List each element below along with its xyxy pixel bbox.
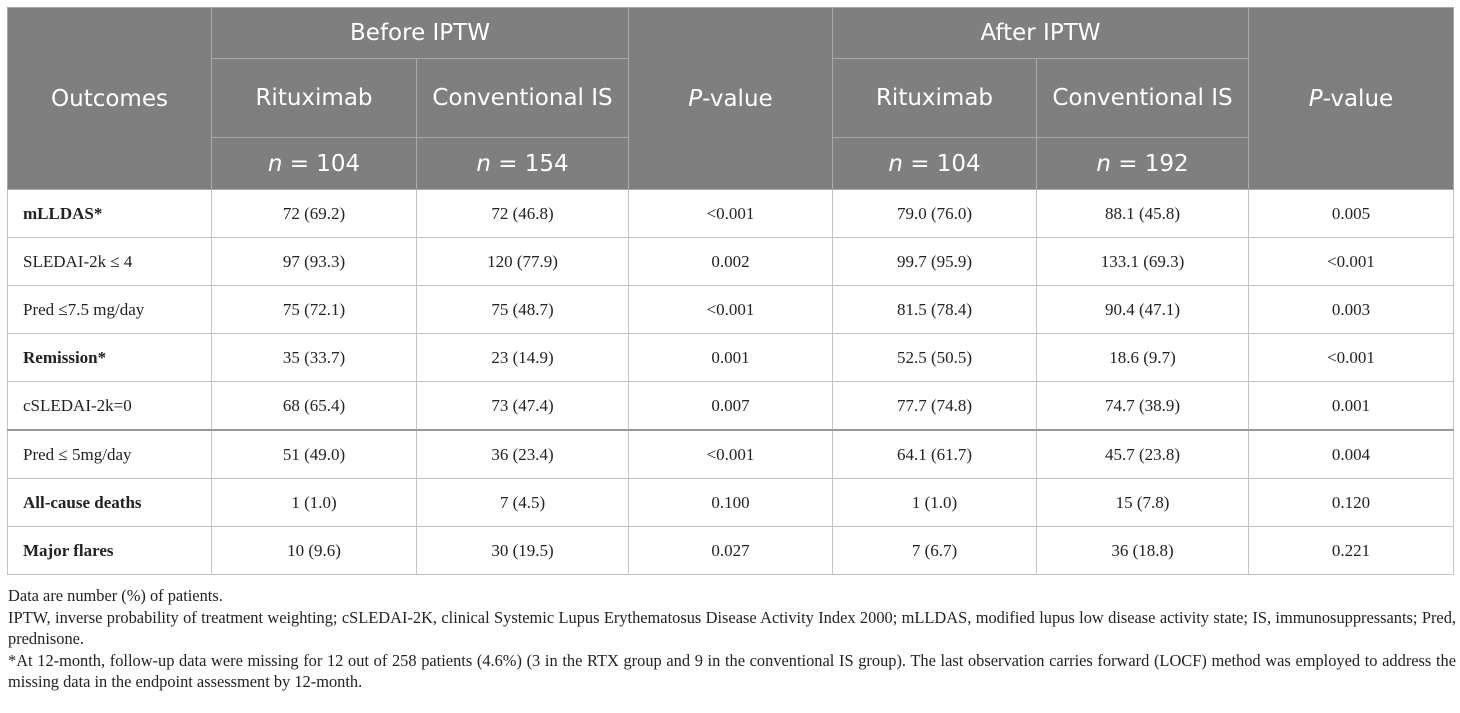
- p-italic: P: [688, 85, 703, 112]
- after-rtx-cell: 64.1 (61.7): [832, 429, 1037, 479]
- before-conv-cell: 23 (14.9): [416, 333, 629, 382]
- after-rtx-cell: 1 (1.0): [832, 478, 1037, 527]
- before-conv-cell: 7 (4.5): [416, 478, 629, 527]
- after-conv-cell: 74.7 (38.9): [1036, 381, 1249, 431]
- header-after-iptw: After IPTW: [832, 7, 1249, 59]
- header-n-conv-after: n = 192: [1036, 137, 1249, 190]
- row-label: Pred ≤7.5 mg/day: [7, 285, 212, 334]
- after-p-cell: 0.120: [1248, 478, 1454, 527]
- before-conv-cell: 72 (46.8): [416, 189, 629, 238]
- after-conv-cell: 133.1 (69.3): [1036, 237, 1249, 286]
- before-rtx-cell: 35 (33.7): [211, 333, 417, 382]
- before-conv-cell: 36 (23.4): [416, 429, 629, 479]
- after-p-cell: 0.005: [1248, 189, 1454, 238]
- table-row: Pred ≤ 5mg/day 51 (49.0) 36 (23.4) <0.00…: [7, 429, 1454, 479]
- before-rtx-cell: 72 (69.2): [211, 189, 417, 238]
- row-label: Remission*: [7, 333, 212, 382]
- table-row: All-cause deaths 1 (1.0) 7 (4.5) 0.100 1…: [7, 478, 1454, 527]
- n-value: = 104: [282, 150, 361, 177]
- before-conv-cell: 73 (47.4): [416, 381, 629, 431]
- footnote-data-description: Data are number (%) of patients.: [8, 586, 223, 605]
- table-row: Pred ≤7.5 mg/day 75 (72.1) 75 (48.7) <0.…: [7, 285, 1454, 334]
- before-rtx-cell: 51 (49.0): [211, 429, 417, 479]
- before-rtx-cell: 75 (72.1): [211, 285, 417, 334]
- outcomes-table: Outcomes Before IPTW P-value After IPTW …: [7, 7, 1454, 575]
- table-row: Major flares 10 (9.6) 30 (19.5) 0.027 7 …: [7, 526, 1454, 575]
- footnote-abbreviations: IPTW, inverse probability of treatment w…: [8, 607, 1456, 649]
- header-outcomes: Outcomes: [7, 7, 212, 190]
- footnote-missing-data: *At 12-month, follow-up data were missin…: [8, 650, 1456, 692]
- after-rtx-cell: 77.7 (74.8): [832, 381, 1037, 431]
- row-label: Pred ≤ 5mg/day: [7, 429, 212, 479]
- n-italic: n: [888, 150, 903, 177]
- before-p-cell: 0.002: [628, 237, 833, 286]
- after-rtx-cell: 7 (6.7): [832, 526, 1037, 575]
- after-conv-cell: 88.1 (45.8): [1036, 189, 1249, 238]
- after-p-cell: <0.001: [1248, 237, 1454, 286]
- before-rtx-cell: 1 (1.0): [211, 478, 417, 527]
- before-conv-cell: 120 (77.9): [416, 237, 629, 286]
- before-rtx-cell: 68 (65.4): [211, 381, 417, 431]
- header-before-iptw: Before IPTW: [211, 7, 629, 59]
- header-p-value-after: P-value: [1248, 7, 1454, 190]
- n-value: = 104: [902, 150, 981, 177]
- table-row: cSLEDAI-2k=0 68 (65.4) 73 (47.4) 0.007 7…: [7, 381, 1454, 431]
- before-conv-cell: 30 (19.5): [416, 526, 629, 575]
- before-conv-cell: 75 (48.7): [416, 285, 629, 334]
- after-conv-cell: 18.6 (9.7): [1036, 333, 1249, 382]
- row-label: mLLDAS*: [7, 189, 212, 238]
- n-value: = 192: [1110, 150, 1189, 177]
- table-footnotes: Data are number (%) of patients. IPTW, i…: [8, 585, 1456, 693]
- before-p-cell: <0.001: [628, 285, 833, 334]
- row-label: All-cause deaths: [7, 478, 212, 527]
- n-italic: n: [1096, 150, 1111, 177]
- p-suffix: -value: [1322, 85, 1394, 112]
- n-italic: n: [267, 150, 283, 177]
- after-p-cell: <0.001: [1248, 333, 1454, 382]
- table-row: mLLDAS* 72 (69.2) 72 (46.8) <0.001 79.0 …: [7, 189, 1454, 238]
- before-p-cell: 0.007: [628, 381, 833, 431]
- before-p-cell: <0.001: [628, 429, 833, 479]
- header-n-rtx-after: n = 104: [832, 137, 1037, 190]
- after-p-cell: 0.003: [1248, 285, 1454, 334]
- before-p-cell: 0.027: [628, 526, 833, 575]
- after-conv-cell: 15 (7.8): [1036, 478, 1249, 527]
- row-label: cSLEDAI-2k=0: [7, 381, 212, 431]
- n-value: = 154: [490, 150, 569, 177]
- row-label: SLEDAI-2k ≤ 4: [7, 237, 212, 286]
- before-p-cell: 0.001: [628, 333, 833, 382]
- header-rituximab-before: Rituximab: [211, 58, 417, 138]
- header-p-value-before: P-value: [628, 7, 833, 190]
- table-row: SLEDAI-2k ≤ 4 97 (93.3) 120 (77.9) 0.002…: [7, 237, 1454, 286]
- after-rtx-cell: 81.5 (78.4): [832, 285, 1037, 334]
- header-rituximab-after: Rituximab: [832, 58, 1037, 138]
- before-p-cell: 0.100: [628, 478, 833, 527]
- after-rtx-cell: 79.0 (76.0): [832, 189, 1037, 238]
- after-p-cell: 0.001: [1248, 381, 1454, 431]
- after-p-cell: 0.004: [1248, 429, 1454, 479]
- p-suffix: -value: [702, 85, 773, 112]
- after-p-cell: 0.221: [1248, 526, 1454, 575]
- after-conv-cell: 90.4 (47.1): [1036, 285, 1249, 334]
- before-rtx-cell: 97 (93.3): [211, 237, 417, 286]
- table-row: Remission* 35 (33.7) 23 (14.9) 0.001 52.…: [7, 333, 1454, 382]
- p-italic: P: [1308, 85, 1323, 112]
- after-conv-cell: 36 (18.8): [1036, 526, 1249, 575]
- after-conv-cell: 45.7 (23.8): [1036, 429, 1249, 479]
- before-rtx-cell: 10 (9.6): [211, 526, 417, 575]
- after-rtx-cell: 52.5 (50.5): [832, 333, 1037, 382]
- header-n-rtx-before: n = 104: [211, 137, 417, 190]
- header-n-conv-before: n = 154: [416, 137, 629, 190]
- header-conventional-is-after: Conventional IS: [1036, 58, 1249, 138]
- after-rtx-cell: 99.7 (95.9): [832, 237, 1037, 286]
- before-p-cell: <0.001: [628, 189, 833, 238]
- header-conventional-is-before: Conventional IS: [416, 58, 629, 138]
- row-label: Major flares: [7, 526, 212, 575]
- n-italic: n: [476, 150, 491, 177]
